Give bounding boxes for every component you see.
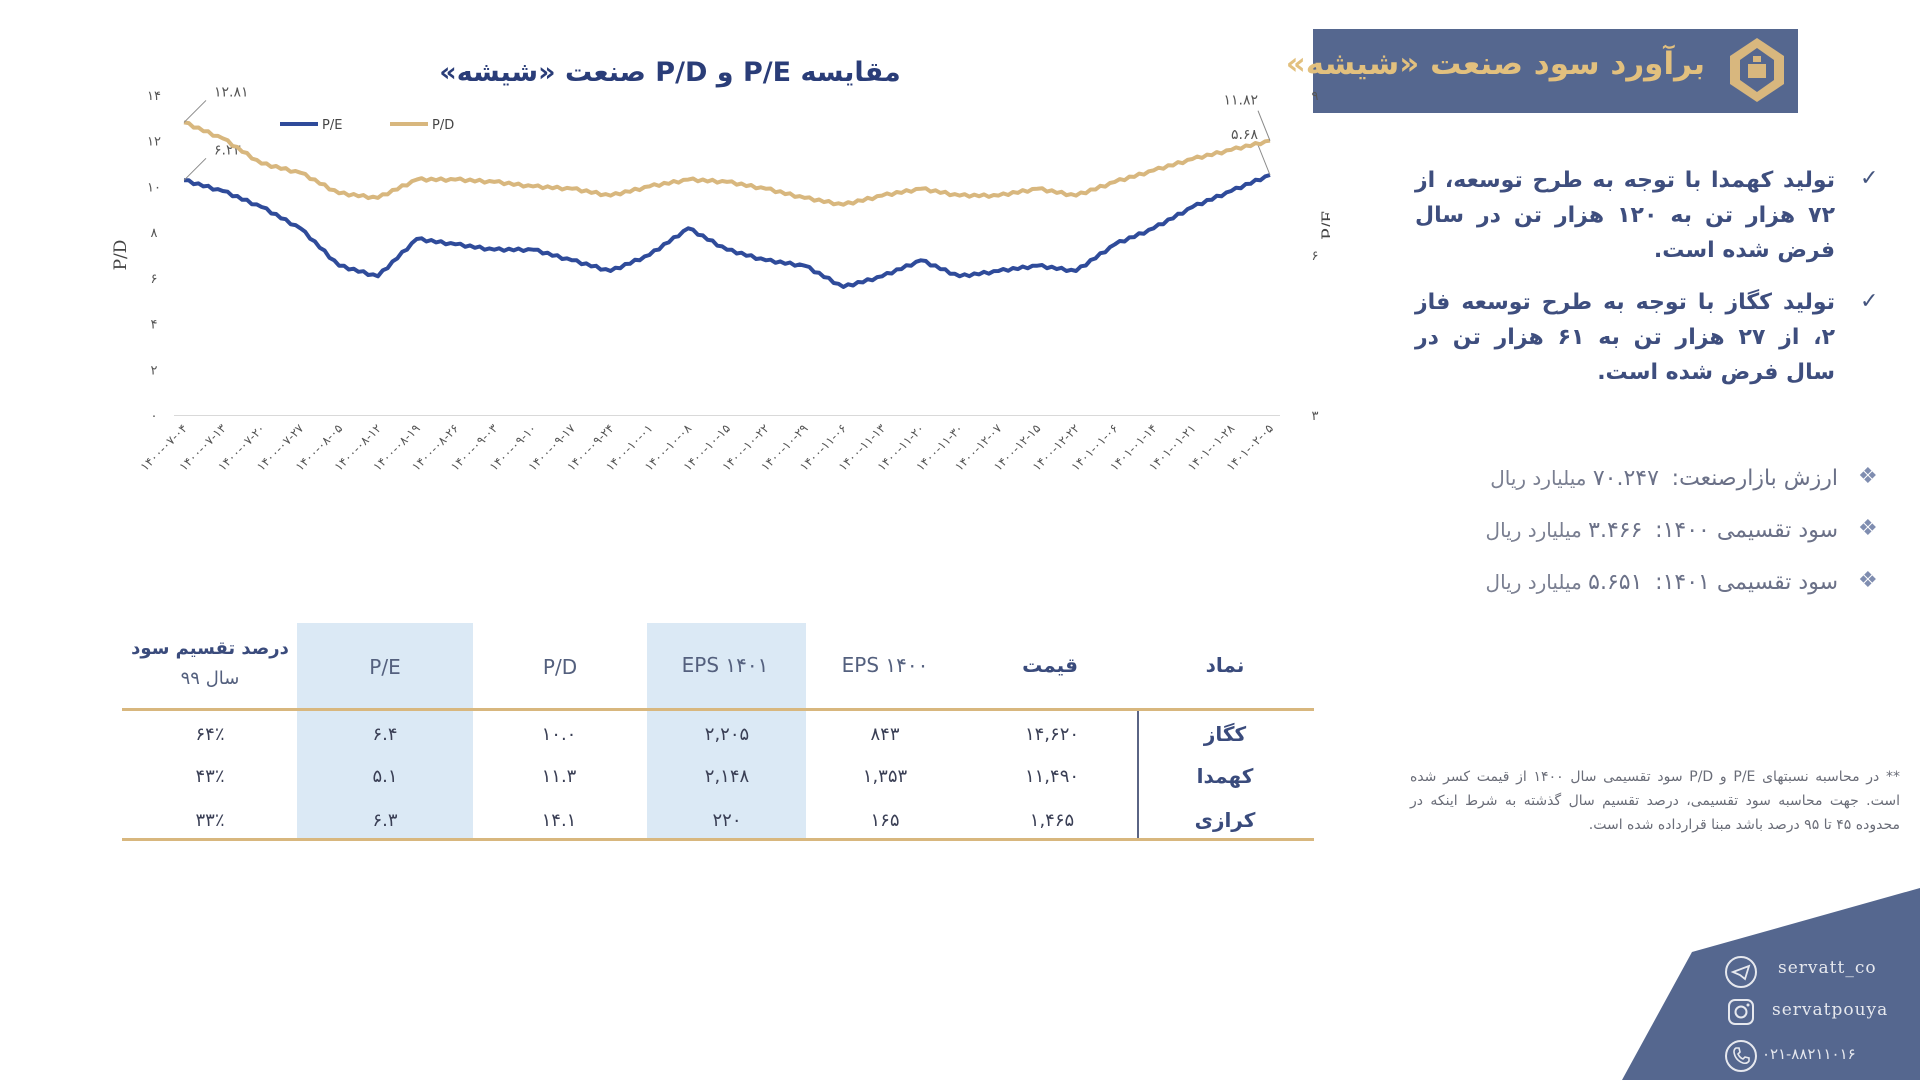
table-top-rule	[122, 708, 1314, 711]
end-data-label: ۱۱.۸۲	[1223, 93, 1258, 109]
th-price: قیمت	[1022, 653, 1078, 677]
chart-title: مقایسه P/E و P/D صنعت «شیشه»	[439, 57, 901, 88]
table-cell-eps1400: ۸۴۳	[870, 724, 900, 745]
bullet-text-1: تولید کهمدا با توجه به طرح توسعه، از ۷۲ …	[1415, 168, 1835, 263]
stat-dividend-1401: سود تقسیمی ۱۴۰۱: ۵.۶۵۱ میلیارد ریال	[1485, 570, 1838, 595]
header-banner	[1313, 29, 1798, 113]
y-left-tick-label: ۱۲	[147, 135, 161, 150]
th-payout-year: سال ۹۹	[180, 668, 240, 689]
series-line-pd	[183, 120, 1271, 207]
y-left-tick-label: ۶	[151, 272, 158, 287]
stat-dividend-1400: سود تقسیمی ۱۴۰۰: ۳.۴۶۶ میلیارد ریال	[1485, 518, 1838, 543]
leader-line	[183, 157, 207, 181]
phone-icon[interactable]	[1725, 1040, 1757, 1072]
footnote: ** در محاسبه نسبتهای P/E و P/D سود تقسیم…	[1410, 769, 1900, 833]
y-left-tick-label: ۲	[151, 363, 158, 378]
end-data-label: ۵.۶۸	[1231, 127, 1258, 143]
y-left-tick-label: ۴	[151, 318, 158, 333]
leader-line	[183, 100, 207, 123]
y-left-tick-label: ۱۰	[147, 180, 161, 195]
diamond-bullet-icon: ❖	[1858, 516, 1878, 541]
th-eps1400: EPS ۱۴۰۰	[841, 653, 929, 677]
table-cell-symbol: کگاز	[1203, 722, 1247, 746]
table-cell-pd: ۱۴.۱	[541, 810, 577, 831]
brand-logo-icon	[1730, 38, 1784, 102]
line-chart: ۰۲۴۶۸۱۰۱۲۱۴۳۶۹P/DP/E۱۴۰۰-۰۷-۰۴۱۴۰۰-۰۷-۱۳…	[111, 84, 1330, 473]
th-pd: P/D	[542, 655, 578, 679]
y-left-tick-label: ۸	[151, 226, 158, 241]
instagram-handle[interactable]: servatpouya	[1772, 1000, 1889, 1020]
y-left-axis-label: P/D	[111, 240, 131, 271]
telegram-handle[interactable]: servatt_co	[1778, 958, 1877, 978]
table-cell-eps1401: ۲۲۰	[712, 810, 742, 831]
table-cell-payout: ۴۳٪	[195, 766, 225, 787]
table-cell-pe: ۶.۳	[372, 810, 398, 831]
table-bottom-rule	[122, 838, 1314, 841]
leader-line	[1257, 144, 1271, 176]
table-cell-pd: ۱۰.۰	[541, 724, 577, 745]
table-cell-price: ۱,۴۶۵	[1029, 810, 1075, 831]
y-right-tick-label: ۳	[1312, 409, 1319, 424]
table-cell-symbol: کهمدا	[1196, 764, 1254, 788]
table-cell-pe: ۵.۱	[372, 766, 398, 787]
th-pe: P/E	[369, 655, 401, 679]
table-highlight-pe	[297, 623, 473, 840]
y-left-tick-label: ۰	[151, 409, 158, 424]
table-cell-price: ۱۱,۴۹۰	[1024, 766, 1080, 787]
table-cell-pe: ۶.۴	[372, 724, 398, 745]
legend-label: P/D	[432, 118, 454, 133]
table-cell-eps1400: ۱۶۵	[870, 810, 900, 831]
th-payout: درصد تقسیم سود	[131, 638, 289, 659]
table-cell-eps1400: ۱,۳۵۳	[862, 766, 908, 787]
y-right-axis-label: P/E	[1319, 210, 1330, 240]
y-left-tick-label: ۱۴	[147, 89, 161, 104]
table-cell-eps1401: ۲,۱۴۸	[704, 766, 750, 787]
diamond-bullet-icon: ❖	[1858, 568, 1878, 593]
page-title: برآورد سود صنعت «شیشه»	[1285, 46, 1705, 82]
series-line-pe	[184, 173, 1271, 289]
table-cell-symbol: کرازی	[1194, 808, 1256, 832]
stat-market-value: ارزش بازارصنعت: ۷۰.۲۴۷ میلیارد ریال	[1490, 466, 1838, 491]
table-highlight-eps1401	[647, 623, 806, 840]
legend-label: P/E	[322, 118, 342, 133]
instagram-icon[interactable]	[1725, 996, 1757, 1028]
start-data-label: ۶.۲۲	[214, 142, 241, 158]
table-cell-payout: ۳۳٪	[195, 810, 225, 831]
bullet-text-2: تولید کگاز با توجه به طرح توسعه فاز ۲، ا…	[1415, 290, 1835, 385]
leader-line	[1257, 110, 1271, 141]
table-cell-eps1401: ۲,۲۰۵	[704, 724, 750, 745]
start-data-label: ۱۲.۸۱	[214, 84, 249, 100]
phone-number[interactable]: ۰۲۱-۸۸۲۱۱۰۱۶	[1762, 1045, 1856, 1063]
th-eps1401: EPS ۱۴۰۱	[681, 653, 769, 677]
th-symbol: نماد	[1205, 653, 1245, 677]
y-right-tick-label: ۹	[1312, 89, 1319, 104]
diamond-bullet-icon: ❖	[1858, 464, 1878, 489]
table-cell-price: ۱۴,۶۲۰	[1024, 724, 1080, 745]
table-column-divider	[1137, 711, 1139, 838]
check-icon: ✓	[1860, 166, 1879, 191]
table-cell-pd: ۱۱.۳	[541, 766, 577, 787]
telegram-icon[interactable]	[1725, 956, 1757, 988]
table-cell-payout: ۶۴٪	[195, 724, 225, 745]
check-icon: ✓	[1860, 289, 1879, 314]
y-right-tick-label: ۶	[1312, 249, 1319, 264]
